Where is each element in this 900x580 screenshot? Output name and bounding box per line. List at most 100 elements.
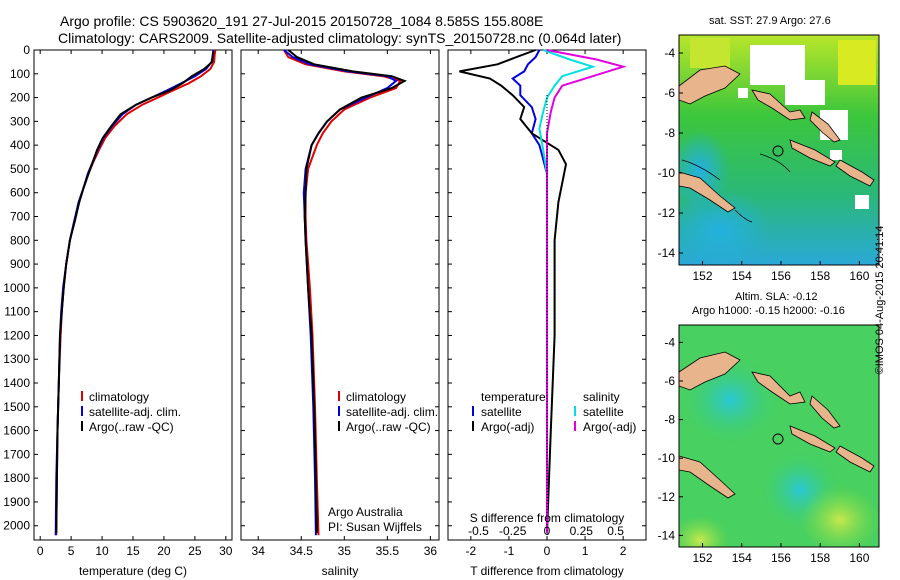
- legend-label: Argo(-adj): [583, 420, 636, 434]
- y-tick-label: -10: [658, 451, 676, 465]
- land-solomons: [835, 445, 875, 473]
- x-axis-label: T difference from climatology: [470, 564, 624, 578]
- x-tick-label: 160: [849, 269, 869, 283]
- temperature-plot-frame: [33, 49, 233, 541]
- sla-high-patch: [679, 515, 730, 547]
- argo-position-marker: [772, 433, 784, 445]
- y-tick-label: -12: [658, 206, 676, 220]
- x-tick-label: 30: [219, 544, 233, 558]
- temperature-axes: 0 5 10 15 20 25 300100200300400500600700800900…: [3, 43, 233, 578]
- s-tick-label: 0: [544, 524, 551, 538]
- x-tick-label: 154: [732, 551, 752, 565]
- y-tick-label: 1700: [3, 447, 30, 461]
- legend-label: satellite-adj. clim.: [89, 405, 181, 419]
- sst-warm-block: [838, 40, 876, 85]
- land-papua-peninsula: [679, 455, 736, 499]
- legend-label: Argo(..raw -QC): [346, 420, 431, 434]
- x-tick-label: 34.5: [290, 544, 314, 558]
- y-tick-label: -4: [664, 335, 675, 349]
- sst-missing-block: [855, 195, 869, 209]
- sst-missing-block: [750, 45, 805, 85]
- x-tick-label: 152: [693, 551, 713, 565]
- sla-map-title-line1: Altim. SLA: -0.12: [735, 291, 818, 303]
- sla-map-title-line2: Argo h1000: -0.15 h2000: -0.16: [692, 305, 845, 317]
- x-tick-label: 158: [810, 269, 830, 283]
- y-tick-label: -8: [664, 126, 675, 140]
- y-tick-label: -10: [658, 166, 676, 180]
- x-tick-label: 25: [188, 544, 202, 558]
- y-tick-label: -6: [664, 374, 675, 388]
- y-tick-label: 200: [10, 91, 30, 105]
- s-tick-label: 0.5: [607, 524, 624, 538]
- y-tick-label: 300: [10, 114, 30, 128]
- y-tick-label: 100: [10, 67, 30, 81]
- x-tick-label: 156: [771, 551, 791, 565]
- y-tick-label: 400: [10, 138, 30, 152]
- land-new-guinea: [679, 65, 741, 105]
- s-tick-label: -0.25: [499, 524, 527, 538]
- sst-missing-block: [830, 150, 842, 160]
- x-tick-label: 2: [620, 544, 627, 558]
- annotation-text: Argo Australia: [328, 505, 403, 519]
- x-tick-label: 156: [771, 269, 791, 283]
- s-tick-label: -0.5: [468, 524, 489, 538]
- x-axis-label: salinity: [322, 564, 359, 578]
- x-tick-label: 5: [68, 544, 75, 558]
- salinity-plot-frame: [240, 49, 440, 541]
- x-tick-label: -1: [504, 544, 515, 558]
- legend-label: satellite: [481, 405, 522, 419]
- y-tick-label: 1100: [4, 305, 30, 319]
- y-tick-label: 1500: [3, 400, 30, 414]
- y-tick-label: 600: [10, 186, 30, 200]
- figure-title-line2: Climatology: CARS2009. Satellite-adjuste…: [58, 30, 622, 46]
- sla-map: 152 154 156 158 160 -4 -6 -8 -10 -12 -14: [658, 324, 880, 565]
- legend-label: climatology: [89, 390, 149, 404]
- y-tick-label: 2000: [3, 519, 30, 533]
- y-tick-label: 1600: [3, 424, 30, 438]
- x-tick-label: 152: [693, 269, 713, 283]
- x-tick-label: 0: [544, 544, 551, 558]
- land-new-britain: [751, 89, 806, 121]
- x-tick-label: 36: [424, 544, 438, 558]
- y-tick-label: 800: [10, 233, 30, 247]
- legend-label: Argo(-adj): [481, 420, 534, 434]
- copyright-timestamp: ©IMOS 04-Aug-2015 20:41:14: [874, 225, 886, 375]
- x-tick-label: 35: [338, 544, 352, 558]
- legend-title: salinity: [583, 390, 620, 404]
- x-tick-label: 160: [849, 551, 869, 565]
- figure-title-line1: Argo profile: CS 5903620_191 27-Jul-2015…: [60, 13, 544, 29]
- sst-missing-block: [785, 80, 825, 105]
- sla-map-frame: [678, 324, 880, 548]
- legend-title: temperature: [481, 390, 546, 404]
- sst-missing-block: [738, 88, 748, 98]
- sst-map-title: sat. SST: 27.9 Argo: 27.6: [709, 15, 831, 27]
- argo-position-marker: [772, 145, 784, 157]
- series-line: [546, 49, 627, 533]
- y-tick-label: 0: [23, 43, 30, 57]
- salinity-axes: 34 34.5 35 35.5 36 salinity climatologysatelli…: [241, 49, 439, 578]
- coast-contour: [681, 153, 791, 223]
- difference-axes: -2 -1 0 1 2 T difference from climatology -0.5…: [448, 49, 646, 578]
- annotation-text: PI: Susan Wijffels: [328, 520, 422, 534]
- y-tick-label: 1000: [3, 281, 30, 295]
- legend-label: satellite: [583, 405, 624, 419]
- series-line: [287, 49, 407, 533]
- land-solomons: [835, 159, 875, 187]
- y-tick-label: -12: [658, 490, 676, 504]
- y-tick-label: 900: [10, 257, 30, 271]
- legend-label: climatology: [346, 390, 406, 404]
- sst-warm-block: [690, 38, 730, 68]
- y-tick-label: -6: [664, 86, 675, 100]
- x-tick-label: 34: [252, 544, 266, 558]
- sla-high-patch: [800, 485, 879, 547]
- x-tick-label: 154: [732, 269, 752, 283]
- x-tick-label: 10: [95, 544, 109, 558]
- x-tick-label: 15: [126, 544, 140, 558]
- land-bougainville: [809, 395, 841, 429]
- y-tick-label: -14: [658, 528, 676, 542]
- y-tick-label: 700: [10, 210, 30, 224]
- y-tick-label: -14: [658, 246, 676, 260]
- sst-map-axes: 152 154 156 158 160 -4 -6 -8 -10 -12 -14: [658, 46, 870, 283]
- sla-map-axes: 152 154 156 158 160 -4 -6 -8 -10 -12 -14: [658, 335, 870, 565]
